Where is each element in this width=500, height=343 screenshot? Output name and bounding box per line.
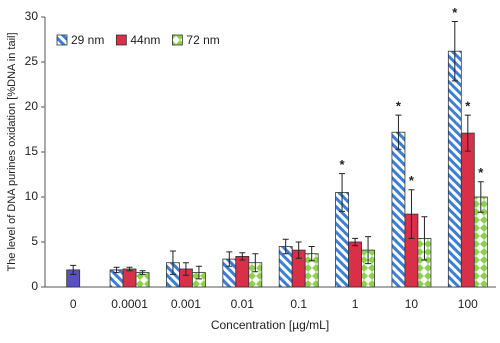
bar	[235, 255, 250, 288]
error-bar	[226, 251, 233, 267]
y-tick-label: 30	[25, 9, 39, 23]
error-bar	[239, 252, 246, 261]
error-bar	[477, 181, 484, 213]
x-tick-label: 0.001	[171, 297, 201, 311]
error-bar	[365, 236, 372, 265]
legend-swatch	[56, 34, 68, 46]
x-tick-label: 0.1	[290, 297, 307, 311]
error-bar	[408, 189, 415, 239]
error-bar	[464, 114, 471, 152]
error-bar	[126, 266, 133, 272]
error-bar	[339, 173, 346, 212]
legend-label: 72 nm	[186, 33, 219, 47]
x-tick-label: 10	[405, 297, 419, 311]
significance-mark: *	[478, 165, 484, 180]
bar	[122, 268, 137, 288]
significance-mark: *	[340, 157, 346, 172]
bar	[391, 131, 406, 288]
bar	[460, 132, 475, 288]
y-tick-label: 20	[25, 99, 39, 113]
error-bar	[182, 262, 189, 276]
error-bar	[252, 253, 259, 273]
legend-swatch	[171, 34, 183, 46]
legend-swatch	[115, 34, 127, 46]
y-tick-label: 5	[31, 234, 38, 248]
legend-label: 29 nm	[71, 33, 104, 47]
error-bar	[139, 270, 146, 275]
y-axis-label: The level of DNA purines oxidation [%DNA…	[6, 32, 18, 271]
significance-mark: *	[452, 5, 458, 20]
y-tick-label: 25	[25, 54, 39, 68]
x-tick-label: 0.01	[231, 297, 255, 311]
bar	[348, 241, 362, 288]
error-bar	[113, 266, 120, 274]
error-bar	[282, 238, 289, 255]
error-bar	[195, 265, 202, 280]
significance-mark: *	[396, 99, 402, 114]
x-tick-label: 0.0001	[111, 297, 148, 311]
x-tick-label: 0	[70, 297, 77, 311]
y-tick-label: 10	[25, 189, 39, 203]
error-bar	[451, 21, 458, 82]
bar	[447, 50, 462, 288]
error-bar	[308, 246, 315, 262]
legend-label: 44nm	[130, 33, 160, 47]
error-bar	[70, 264, 77, 275]
y-tick-label: 15	[25, 144, 39, 158]
error-bar	[295, 241, 302, 259]
y-tick-label: 0	[31, 279, 38, 293]
significance-mark: *	[409, 173, 415, 188]
error-bar	[352, 237, 359, 247]
x-axis-label: Concentration [µg/mL]	[211, 318, 329, 332]
significance-mark: *	[465, 99, 471, 114]
error-bar	[169, 250, 176, 275]
error-bar	[421, 216, 428, 261]
error-bar	[395, 114, 402, 150]
x-tick-label: 100	[458, 297, 478, 311]
x-tick-label: 1	[352, 297, 359, 311]
